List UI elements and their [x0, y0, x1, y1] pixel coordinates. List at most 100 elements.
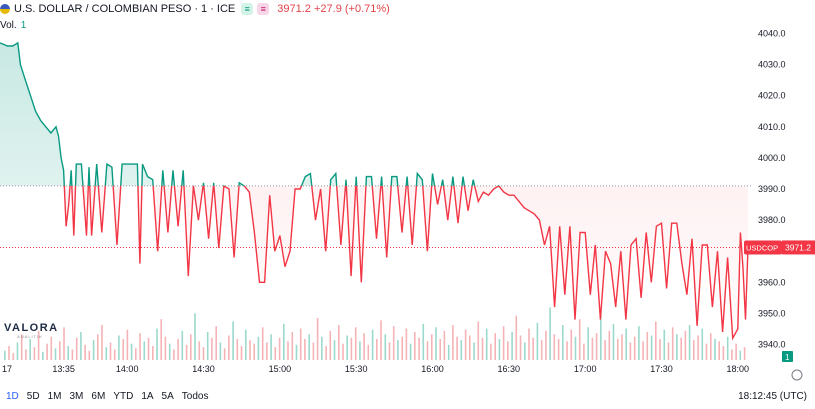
- volume-bar: [190, 334, 192, 360]
- logo-brand: VALORA: [4, 322, 59, 334]
- volume-bar: [574, 336, 577, 360]
- flag-icon: [0, 4, 10, 14]
- volume-bar: [418, 337, 420, 360]
- volume-bar: [515, 315, 518, 360]
- y-tick-label: 4040.0: [758, 29, 786, 39]
- price-tag: USDCOP 3971.2: [744, 240, 815, 255]
- volume-bar: [612, 323, 615, 360]
- volume-bar: [540, 340, 543, 360]
- volume-bar: [684, 330, 687, 360]
- volume-bar: [240, 346, 243, 360]
- volume-bar: [557, 339, 560, 360]
- volume-bar: [329, 330, 332, 360]
- volume-bar: [693, 340, 695, 360]
- volume-bar: [346, 335, 348, 360]
- x-tick-label: 16:00: [421, 364, 444, 374]
- volume-bar: [583, 343, 585, 360]
- price-chart[interactable]: 4040.0 4030.0 4020.0 4010.0 4000.0 3990.0 3980…: [0, 0, 815, 388]
- volume-bar: [617, 339, 619, 360]
- price-change: 3971.2 +27.9 (+0.71%): [277, 3, 390, 15]
- volume-bar: [608, 330, 611, 360]
- x-edge-label: 17: [2, 364, 12, 374]
- volume-bar: [202, 347, 205, 360]
- volume-bar: [600, 311, 602, 360]
- volume-bar: [414, 332, 416, 360]
- volume-bar: [376, 339, 378, 360]
- x-tick-label: 14:00: [116, 364, 139, 374]
- volume-bar: [291, 332, 294, 360]
- volume-bar: [731, 349, 733, 360]
- range-1d[interactable]: 1D: [6, 391, 19, 402]
- y-tick-label: 3960.0: [758, 277, 786, 287]
- range-6m[interactable]: 6M: [91, 391, 106, 402]
- volume-bar: [642, 341, 644, 360]
- volume-bar: [342, 343, 344, 360]
- y-tick-label: 3980.0: [758, 215, 786, 225]
- range-1m[interactable]: 1M: [47, 391, 62, 402]
- volume-bar: [435, 327, 437, 360]
- volume-bar: [325, 346, 327, 360]
- volume-bar: [211, 337, 213, 360]
- price-tag-value: 3971.2: [785, 242, 811, 252]
- volume-bar: [705, 343, 708, 360]
- volume-bar: [25, 349, 27, 360]
- y-tick-label: 3950.0: [758, 308, 786, 318]
- volume-bar: [350, 337, 353, 360]
- x-tick-label: 18:00: [727, 364, 750, 374]
- volume-legend: Vol. 1: [0, 20, 26, 31]
- range-3m[interactable]: 3M: [69, 391, 84, 402]
- range-ytd[interactable]: YTD: [113, 391, 134, 402]
- volume-bar: [33, 347, 36, 360]
- volume-bar: [63, 327, 65, 360]
- volume-bar: [299, 328, 302, 360]
- volume-bar: [257, 336, 260, 360]
- volume-bar: [667, 342, 670, 360]
- green-badge-icon[interactable]: ≡: [241, 3, 254, 15]
- range-selector: 1D 5D 1M 3M 6M YTD 1A 5A Todos: [6, 391, 208, 402]
- volume-bar: [219, 342, 222, 360]
- y-tick-label: 4030.0: [758, 60, 786, 70]
- volume-bar: [97, 334, 99, 360]
- volume-bar: [511, 332, 513, 360]
- range-1a[interactable]: 1A: [141, 391, 154, 402]
- range-5d[interactable]: 5D: [26, 391, 40, 402]
- volume-bar: [701, 328, 704, 360]
- range-todos[interactable]: Todos: [181, 391, 209, 402]
- range-5a[interactable]: 5A: [161, 391, 174, 402]
- price-line-down: [63, 185, 749, 341]
- volume-bar: [92, 340, 95, 360]
- volume-bar: [316, 318, 319, 360]
- symbol-title[interactable]: U.S. DOLLAR / COLOMBIAN PESO · 1 · ICE: [14, 3, 236, 15]
- volume-bar: [397, 340, 399, 360]
- volume-bar: [333, 340, 336, 360]
- volume-bar: [671, 327, 674, 360]
- clock: 18:12:45 (UTC): [738, 391, 807, 402]
- volume-bar: [566, 341, 568, 360]
- volume-bar: [113, 349, 116, 360]
- price-tag-symbol: USDCOP: [746, 243, 778, 252]
- volume-bar: [338, 325, 340, 360]
- auto-scale-icon: [791, 369, 803, 381]
- area-below-baseline: [0, 185, 748, 339]
- volume-bar: [562, 325, 564, 360]
- volume-bar: [528, 328, 530, 360]
- volume-bar: [143, 341, 146, 360]
- logo-sub: ANALITIK: [17, 334, 43, 339]
- volume-bar: [659, 339, 661, 360]
- volume-bar: [553, 334, 556, 360]
- volume-bar: [388, 342, 391, 360]
- pink-badge-icon[interactable]: ≡: [257, 3, 270, 15]
- volume-bar: [477, 321, 480, 360]
- volume-bar: [54, 348, 57, 360]
- volume-bar: [460, 340, 463, 360]
- price-tag-value-bg: [782, 240, 815, 255]
- volume-tag-value: 1: [785, 353, 790, 362]
- volume-bar: [37, 330, 40, 360]
- volume-bar: [697, 335, 699, 360]
- volume-bar: [680, 337, 682, 360]
- volume-bar: [743, 347, 746, 360]
- volume-bar: [236, 339, 239, 360]
- volume-bar: [147, 337, 150, 360]
- x-tick-label: 17:30: [650, 364, 673, 374]
- volume-bar: [426, 341, 429, 360]
